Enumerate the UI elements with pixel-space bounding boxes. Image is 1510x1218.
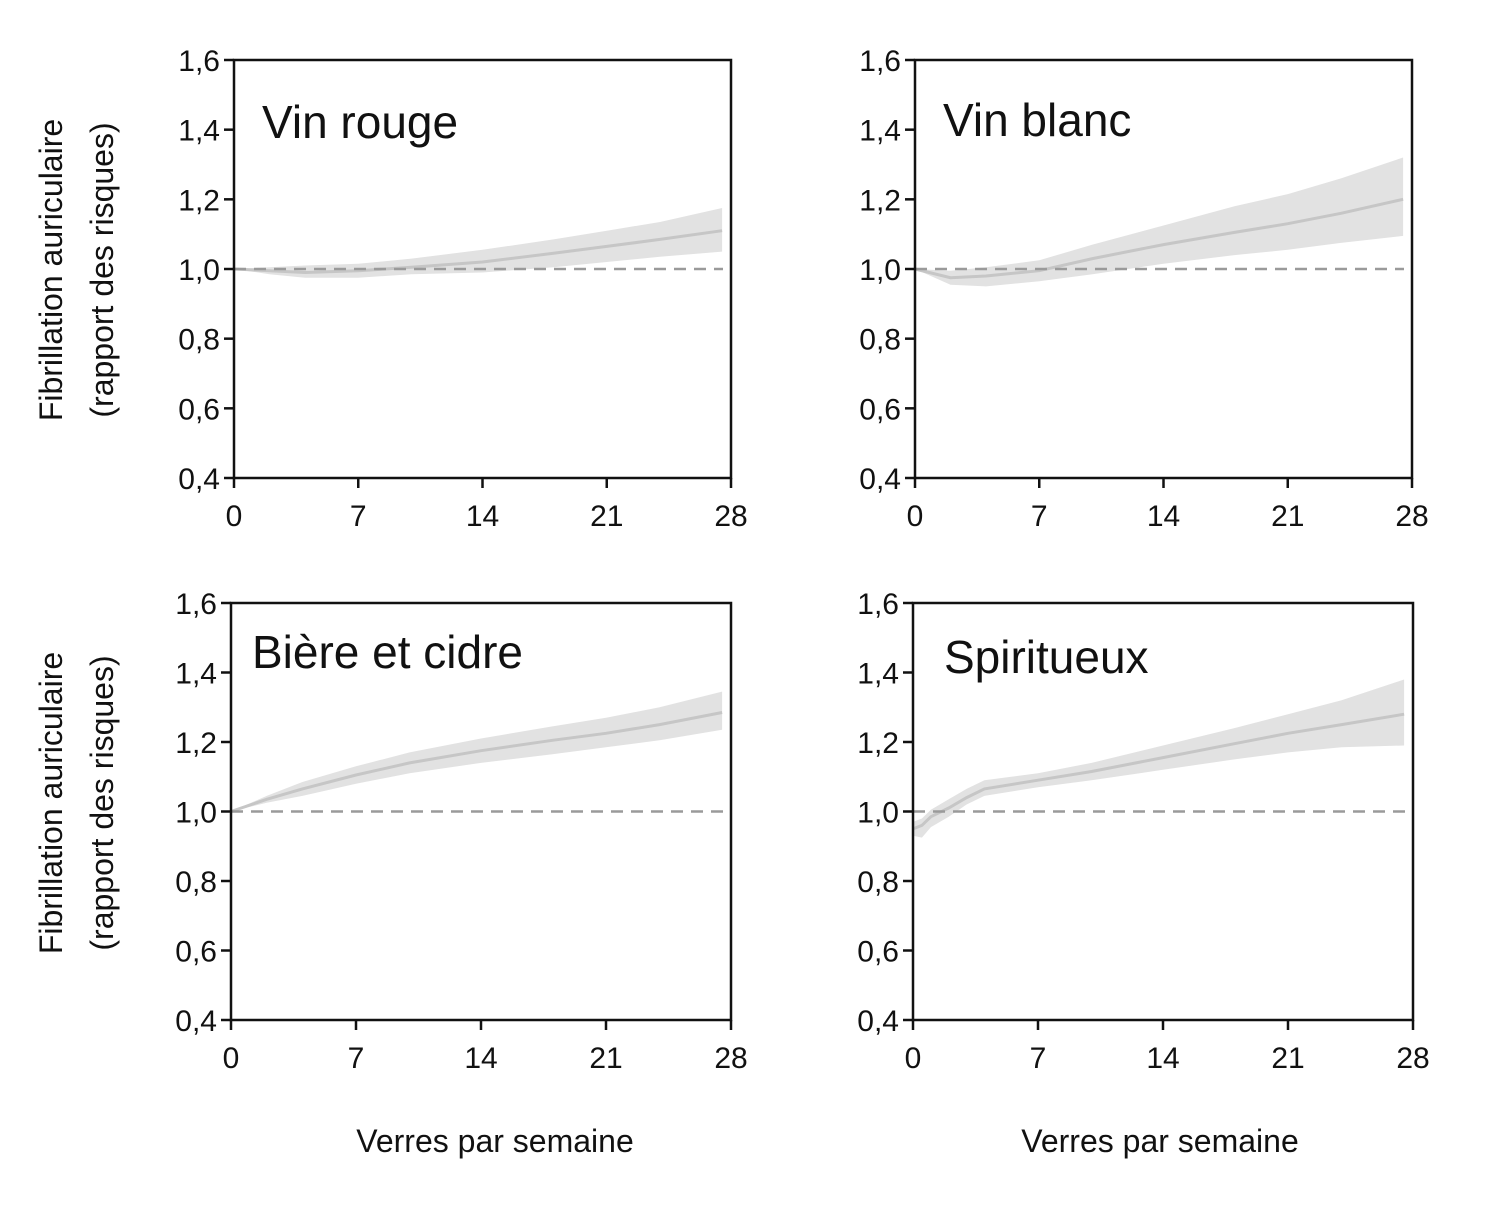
vin-rouge-y-tick-label: 1,4 xyxy=(178,115,220,148)
biere-et-cidre-y-tick-label: 0,6 xyxy=(175,936,217,969)
vin-blanc-x-tick-label: 28 xyxy=(1395,500,1428,533)
vin-rouge-x-tick-label: 28 xyxy=(714,500,747,533)
spiritueux-y-tick-label: 1,6 xyxy=(857,588,899,621)
vin-blanc-x-tick-label: 0 xyxy=(907,500,924,533)
vin-rouge-hazard-ratio-line xyxy=(233,229,723,275)
vin-blanc-confidence-band xyxy=(915,157,1404,287)
biere-et-cidre-x-tick-label: 28 xyxy=(714,1042,747,1075)
vin-rouge-y-tick-label: 0,4 xyxy=(178,463,220,496)
y-axis-label-top-line1: Fibrillation auriculaire xyxy=(33,119,69,421)
vin-blanc-y-tick-label: 0,4 xyxy=(859,463,901,496)
vin-rouge-y-tick-label: 0,8 xyxy=(178,324,220,357)
vin-blanc-y-tick-label: 0,8 xyxy=(859,324,901,357)
spiritueux-y-tick-label: 1,4 xyxy=(857,658,899,691)
spiritueux-x-tick-label: 0 xyxy=(905,1042,922,1075)
spiritueux-hazard-ratio-line xyxy=(912,712,1405,831)
vin-rouge-x-tick-label: 14 xyxy=(466,500,499,533)
biere-et-cidre-y-tick-label: 1,6 xyxy=(175,588,217,621)
vin-blanc-x-tick-label: 21 xyxy=(1271,500,1304,533)
biere-et-cidre-x-tick-label: 0 xyxy=(223,1042,240,1075)
vin-blanc-x-tick-label: 7 xyxy=(1031,500,1048,533)
vin-rouge-y-tick-label: 1,6 xyxy=(178,45,220,78)
spiritueux-y-tick-label: 0,6 xyxy=(857,936,899,969)
panel-vin-blanc: 0,4 0,6 0,8 1,0 1,2 1,4 1,6 0 7 14 21 28 Vin blanc xyxy=(859,45,1428,533)
biere-et-cidre-hazard-ratio-line xyxy=(230,711,723,813)
vin-rouge-y-tick-label: 0,6 xyxy=(178,393,220,426)
biere-et-cidre-y-tick-label: 0,8 xyxy=(175,866,217,899)
vin-rouge-panel-title: Vin rouge xyxy=(262,96,458,148)
vin-rouge-x-tick-label: 21 xyxy=(590,500,623,533)
biere-et-cidre-y-tick-label: 1,2 xyxy=(175,727,217,760)
vin-blanc-panel-title: Vin blanc xyxy=(943,94,1131,146)
biere-et-cidre-x-tick-label: 14 xyxy=(464,1042,497,1075)
x-axis-label-left: Verres par semaine xyxy=(356,1123,633,1159)
panel-spiritueux: 0,4 0,6 0,8 1,0 1,2 1,4 1,6 0 7 14 21 28 Spiritueux xyxy=(857,588,1429,1075)
vin-rouge-y-tick-label: 1,2 xyxy=(178,184,220,217)
vin-rouge-x-tick-label: 7 xyxy=(350,500,367,533)
vin-blanc-y-tick-label: 0,6 xyxy=(859,393,901,426)
biere-et-cidre-x-tick-label: 21 xyxy=(589,1042,622,1075)
y-axis-label-top-line2: (rapport des risques) xyxy=(84,122,120,417)
vin-blanc-hazard-ratio-line xyxy=(914,197,1404,280)
spiritueux-y-tick-label: 1,0 xyxy=(857,797,899,830)
spiritueux-y-tick-label: 1,2 xyxy=(857,727,899,760)
vin-rouge-x-tick-label: 0 xyxy=(226,500,243,533)
vin-blanc-y-tick-label: 1,4 xyxy=(859,115,901,148)
panel-biere-et-cidre: 0,4 0,6 0,8 1,0 1,2 1,4 1,6 0 7 14 21 28 Bière et ci… xyxy=(175,588,747,1075)
spiritueux-x-tick-label: 28 xyxy=(1396,1042,1429,1075)
vin-blanc-y-tick-label: 1,0 xyxy=(859,254,901,287)
y-axis-label-bottom-line2: (rapport des risques) xyxy=(84,655,120,950)
x-axis-label-right: Verres par semaine xyxy=(1021,1123,1298,1159)
biere-et-cidre-x-tick-label: 7 xyxy=(348,1042,365,1075)
vin-rouge-confidence-band xyxy=(234,208,723,278)
spiritueux-x-tick-label: 21 xyxy=(1271,1042,1304,1075)
vin-blanc-x-tick-label: 14 xyxy=(1147,500,1180,533)
spiritueux-y-tick-label: 0,4 xyxy=(857,1005,899,1038)
y-axis-label-bottom-line1: Fibrillation auriculaire xyxy=(33,652,69,954)
spiritueux-x-tick-label: 14 xyxy=(1146,1042,1179,1075)
biere-et-cidre-y-tick-label: 1,4 xyxy=(175,658,217,691)
spiritueux-x-tick-label: 7 xyxy=(1030,1042,1047,1075)
vin-rouge-y-tick-label: 1,0 xyxy=(178,254,220,287)
spiritueux-y-tick-label: 0,8 xyxy=(857,866,899,899)
biere-et-cidre-y-tick-label: 1,0 xyxy=(175,797,217,830)
vin-blanc-y-tick-label: 1,2 xyxy=(859,184,901,217)
biere-et-cidre-y-tick-label: 0,4 xyxy=(175,1005,217,1038)
panel-vin-rouge: 0,4 0,6 0,8 1,0 1,2 1,4 1,6 0 7 14 21 28 Vin rouge xyxy=(178,45,747,533)
biere-et-cidre-panel-title: Bière et cidre xyxy=(252,626,523,678)
vin-blanc-y-tick-label: 1,6 xyxy=(859,45,901,78)
spiritueux-panel-title: Spiritueux xyxy=(944,631,1149,683)
